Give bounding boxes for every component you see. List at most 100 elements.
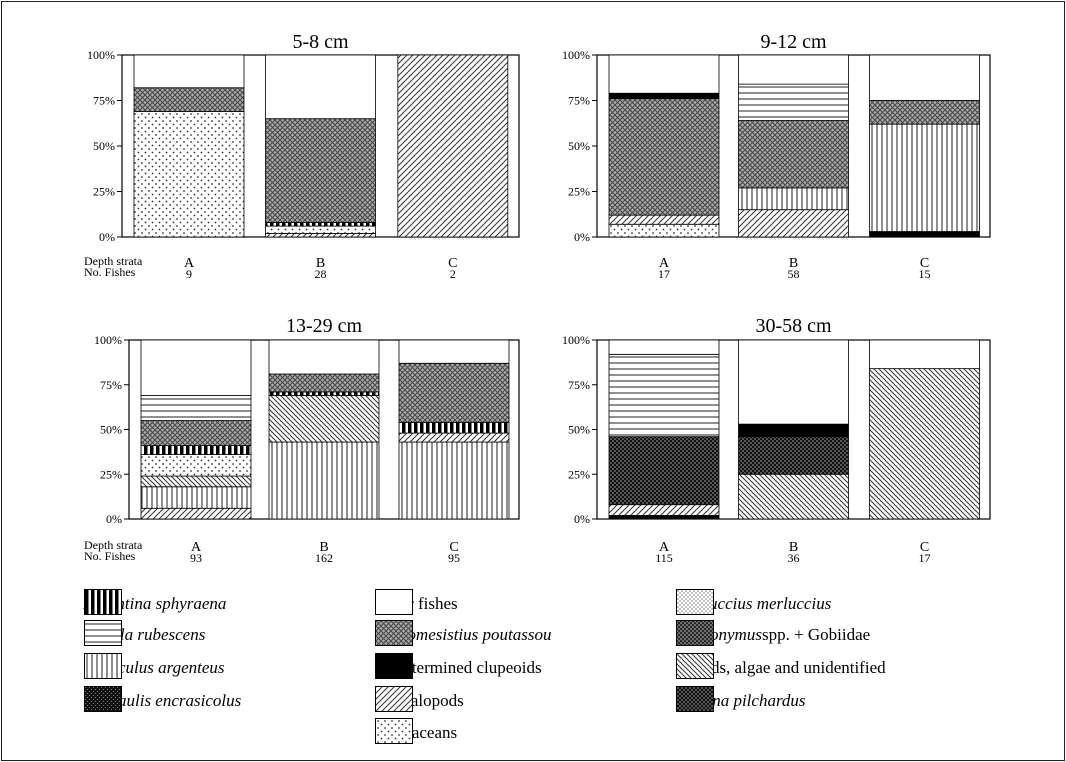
bar-segment-other xyxy=(869,54,980,101)
category-label: C xyxy=(920,256,929,271)
y-tick-label: 100% xyxy=(562,333,590,347)
category-label: B xyxy=(789,540,798,555)
bar-segment-argentina xyxy=(398,421,510,434)
bar-segment-argentina xyxy=(268,391,380,396)
chart-title-2: 13-29 cm xyxy=(286,315,363,337)
bar-segment-other xyxy=(869,339,980,370)
bar-segment-micromesistius xyxy=(398,362,510,423)
category-label: A xyxy=(659,540,670,555)
category-label: A xyxy=(191,540,202,555)
bar-segment-other xyxy=(608,339,720,355)
n-fishes-label: 28 xyxy=(315,267,327,281)
bar-segment-gadiculus xyxy=(398,441,510,520)
category-label: B xyxy=(319,540,328,555)
legend-item-other: Other fishes xyxy=(375,589,458,619)
bar-segment-clupeoids xyxy=(869,231,980,238)
bar-segment-cepola xyxy=(140,395,252,421)
legend-swatch-callionymus xyxy=(676,620,714,646)
y-tick-label: 100% xyxy=(87,48,115,62)
bar-segment-other xyxy=(608,54,720,94)
y-tick-label: 25% xyxy=(568,185,590,199)
n-fishes-label: 95 xyxy=(448,551,460,565)
n-fishes-label: 17 xyxy=(919,551,931,565)
y-tick-label: 75% xyxy=(568,378,590,392)
bar-segment-micromesistius xyxy=(268,373,380,393)
chart-title-3: 30-58 cm xyxy=(755,315,832,337)
legend-swatch-merluccius xyxy=(676,589,714,615)
bar-segment-gadiculus xyxy=(738,187,849,211)
legend-swatch-cephalopods xyxy=(375,686,413,712)
legend-item-sardina: Sardina pilchardus xyxy=(676,686,806,716)
n-fishes-label: 115 xyxy=(655,551,673,565)
bar-segment-argentina xyxy=(140,445,252,455)
legend-swatch-crustaceans xyxy=(375,718,413,744)
legend-item-clupeoids: Undetermined clupeoids xyxy=(375,653,542,683)
n-fishes-label: 36 xyxy=(788,551,800,565)
legend-item-gadiculus: Gadiculus argenteus xyxy=(84,653,225,683)
category-label: C xyxy=(920,540,929,555)
y-tick-label: 75% xyxy=(93,94,115,108)
y-tick-label: 25% xyxy=(100,467,122,481)
n-fishes-label: 17 xyxy=(658,267,670,281)
bar-segment-other xyxy=(268,339,380,375)
bar-segment-salpids xyxy=(268,395,380,443)
legend-item-crustaceans: Crustaceans xyxy=(375,718,457,748)
legend-label-merluccius: Merluccius merluccius xyxy=(676,594,832,613)
n-fishes-label: 93 xyxy=(190,551,202,565)
bar-segment-gadiculus xyxy=(268,441,380,520)
category-label: C xyxy=(449,540,458,555)
bar-segment-cephalopods xyxy=(397,54,509,238)
legend-swatch-salpids xyxy=(676,653,714,679)
category-label: A xyxy=(659,256,670,271)
y-tick-label: 25% xyxy=(93,185,115,199)
legend-swatch-cepola xyxy=(84,620,122,646)
bar-segment-salpids xyxy=(140,475,252,488)
bar-segment-cephalopods xyxy=(398,432,510,443)
legend-swatch-gadiculus xyxy=(84,653,122,679)
bar-segment-sardina xyxy=(738,436,849,475)
bar-segment-argentina xyxy=(265,222,376,227)
bar-segment-cephalopods xyxy=(265,232,376,238)
category-label: B xyxy=(789,256,798,271)
legend-item-engraulis: Engraulis encrasicolus xyxy=(84,686,241,716)
category-label: A xyxy=(184,256,195,271)
depth-strata-label: Depth strata xyxy=(84,538,143,552)
y-tick-label: 75% xyxy=(568,94,590,108)
y-tick-label: 0% xyxy=(574,512,590,526)
bar-segment-crustaceans xyxy=(265,225,376,234)
bar-segment-micromesistius xyxy=(133,87,245,112)
category-label: C xyxy=(448,256,457,271)
bar-segment-clupeoids xyxy=(608,515,720,520)
bar-segment-gadiculus xyxy=(869,123,980,232)
bar-segment-cepola xyxy=(738,83,849,121)
legend-item-micromesistius: Micromesistius poutassou xyxy=(375,620,551,650)
category-label: B xyxy=(316,256,325,271)
legend-label-clupeoids: Undetermined clupeoids xyxy=(375,658,542,677)
legend-swatch-other xyxy=(375,589,413,615)
bar-segment-cepola xyxy=(608,353,720,438)
legend-label-salpids: Salpids, algae and unidentified xyxy=(676,658,886,677)
bar-segment-crustaceans xyxy=(140,454,252,477)
legend-swatch-engraulis xyxy=(84,686,122,712)
bar-segment-gadiculus xyxy=(140,486,252,509)
legend-swatch-clupeoids xyxy=(375,653,413,679)
legend-item-callionymus: Callionymus spp. + Gobiidae xyxy=(676,620,870,650)
legend-item-salpids: Salpids, algae and unidentified xyxy=(676,653,886,683)
y-tick-label: 50% xyxy=(568,139,590,153)
bar-segment-micromesistius xyxy=(738,120,849,189)
y-tick-label: 75% xyxy=(100,378,122,392)
bar-segment-other xyxy=(738,339,849,425)
y-tick-label: 25% xyxy=(568,467,590,481)
bar-segment-cephalopods xyxy=(140,507,252,520)
legend-label-callionymus-suffix: spp. + Gobiidae xyxy=(761,625,871,644)
y-tick-label: 50% xyxy=(568,423,590,437)
n-fishes-label: 162 xyxy=(315,551,333,565)
bar-segment-other xyxy=(265,54,376,120)
bar-segment-crustaceans xyxy=(608,223,720,238)
legend-label-engraulis: Engraulis encrasicolus xyxy=(84,691,242,710)
y-tick-label: 100% xyxy=(562,48,590,62)
chart-title-0: 5-8 cm xyxy=(292,31,349,53)
legend-swatch-sardina xyxy=(676,686,714,712)
bar-segment-cephalopods xyxy=(738,209,849,238)
